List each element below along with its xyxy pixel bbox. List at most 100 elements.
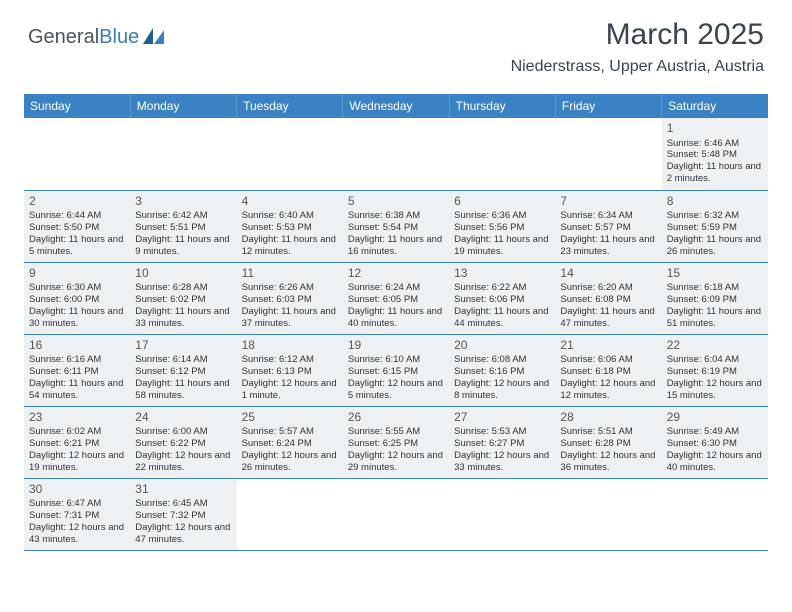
header: GeneralBlue March 2025 Niederstrass, Upp… <box>0 0 792 84</box>
day-info: Sunrise: 6:06 AMSunset: 6:18 PMDaylight:… <box>560 354 656 402</box>
sunrise: Sunrise: 6:46 AM <box>667 138 763 150</box>
calendar-empty <box>449 118 555 190</box>
daylight: Daylight: 11 hours and 5 minutes. <box>29 234 125 258</box>
sunset: Sunset: 6:15 PM <box>348 366 444 378</box>
sunrise: Sunrise: 6:00 AM <box>135 426 231 438</box>
calendar-empty <box>662 478 768 550</box>
calendar-row: 30Sunrise: 6:47 AMSunset: 7:31 PMDayligh… <box>24 478 768 550</box>
day-number: 11 <box>242 266 338 282</box>
day-info: Sunrise: 6:44 AMSunset: 5:50 PMDaylight:… <box>29 210 125 258</box>
day-info: Sunrise: 6:16 AMSunset: 6:11 PMDaylight:… <box>29 354 125 402</box>
sunset: Sunset: 5:54 PM <box>348 222 444 234</box>
daylight: Daylight: 12 hours and 22 minutes. <box>135 450 231 474</box>
sunset: Sunset: 5:48 PM <box>667 149 763 161</box>
calendar-day: 10Sunrise: 6:28 AMSunset: 6:02 PMDayligh… <box>130 262 236 334</box>
calendar-day: 1Sunrise: 6:46 AMSunset: 5:48 PMDaylight… <box>662 118 768 190</box>
month-title: March 2025 <box>511 18 764 52</box>
day-info: Sunrise: 5:51 AMSunset: 6:28 PMDaylight:… <box>560 426 656 474</box>
sunrise: Sunrise: 5:53 AM <box>454 426 550 438</box>
sunset: Sunset: 5:51 PM <box>135 222 231 234</box>
daylight: Daylight: 11 hours and 51 minutes. <box>667 306 763 330</box>
day-info: Sunrise: 6:18 AMSunset: 6:09 PMDaylight:… <box>667 282 763 330</box>
sunset: Sunset: 5:50 PM <box>29 222 125 234</box>
sunset: Sunset: 6:24 PM <box>242 438 338 450</box>
daylight: Daylight: 11 hours and 16 minutes. <box>348 234 444 258</box>
day-info: Sunrise: 6:20 AMSunset: 6:08 PMDaylight:… <box>560 282 656 330</box>
daylight: Daylight: 11 hours and 12 minutes. <box>242 234 338 258</box>
calendar-day: 11Sunrise: 6:26 AMSunset: 6:03 PMDayligh… <box>237 262 343 334</box>
location: Niederstrass, Upper Austria, Austria <box>511 58 764 76</box>
sunset: Sunset: 6:18 PM <box>560 366 656 378</box>
day-info: Sunrise: 6:47 AMSunset: 7:31 PMDaylight:… <box>29 498 125 546</box>
sunrise: Sunrise: 6:04 AM <box>667 354 763 366</box>
daylight: Daylight: 12 hours and 8 minutes. <box>454 378 550 402</box>
sunset: Sunset: 5:56 PM <box>454 222 550 234</box>
daylight: Daylight: 11 hours and 58 minutes. <box>135 378 231 402</box>
calendar-day: 17Sunrise: 6:14 AMSunset: 6:12 PMDayligh… <box>130 334 236 406</box>
calendar-body: 1Sunrise: 6:46 AMSunset: 5:48 PMDaylight… <box>24 118 768 550</box>
sunrise: Sunrise: 6:12 AM <box>242 354 338 366</box>
calendar-day: 2Sunrise: 6:44 AMSunset: 5:50 PMDaylight… <box>24 190 130 262</box>
daylight: Daylight: 12 hours and 12 minutes. <box>560 378 656 402</box>
sunrise: Sunrise: 6:38 AM <box>348 210 444 222</box>
daylight: Daylight: 11 hours and 47 minutes. <box>560 306 656 330</box>
day-info: Sunrise: 6:24 AMSunset: 6:05 PMDaylight:… <box>348 282 444 330</box>
sunset: Sunset: 6:13 PM <box>242 366 338 378</box>
day-info: Sunrise: 6:42 AMSunset: 5:51 PMDaylight:… <box>135 210 231 258</box>
day-info: Sunrise: 6:12 AMSunset: 6:13 PMDaylight:… <box>242 354 338 402</box>
calendar-day: 29Sunrise: 5:49 AMSunset: 6:30 PMDayligh… <box>662 406 768 478</box>
day-info: Sunrise: 6:10 AMSunset: 6:15 PMDaylight:… <box>348 354 444 402</box>
daylight: Daylight: 11 hours and 2 minutes. <box>667 161 763 185</box>
day-number: 27 <box>454 410 550 426</box>
day-number: 30 <box>29 482 125 498</box>
day-info: Sunrise: 5:57 AMSunset: 6:24 PMDaylight:… <box>242 426 338 474</box>
weekday-header: Sunday <box>24 94 130 118</box>
sunset: Sunset: 6:06 PM <box>454 294 550 306</box>
calendar-empty <box>343 118 449 190</box>
daylight: Daylight: 12 hours and 43 minutes. <box>29 522 125 546</box>
day-info: Sunrise: 6:40 AMSunset: 5:53 PMDaylight:… <box>242 210 338 258</box>
day-number: 17 <box>135 338 231 354</box>
daylight: Daylight: 12 hours and 1 minute. <box>242 378 338 402</box>
sunrise: Sunrise: 6:47 AM <box>29 498 125 510</box>
calendar-day: 14Sunrise: 6:20 AMSunset: 6:08 PMDayligh… <box>555 262 661 334</box>
daylight: Daylight: 11 hours and 54 minutes. <box>29 378 125 402</box>
sunset: Sunset: 6:05 PM <box>348 294 444 306</box>
sunrise: Sunrise: 6:10 AM <box>348 354 444 366</box>
day-info: Sunrise: 6:14 AMSunset: 6:12 PMDaylight:… <box>135 354 231 402</box>
sunrise: Sunrise: 5:57 AM <box>242 426 338 438</box>
day-info: Sunrise: 6:26 AMSunset: 6:03 PMDaylight:… <box>242 282 338 330</box>
sunset: Sunset: 6:25 PM <box>348 438 444 450</box>
day-info: Sunrise: 6:30 AMSunset: 6:00 PMDaylight:… <box>29 282 125 330</box>
day-number: 22 <box>667 338 763 354</box>
weekday-header: Wednesday <box>343 94 449 118</box>
calendar-empty <box>449 478 555 550</box>
day-info: Sunrise: 6:46 AMSunset: 5:48 PMDaylight:… <box>667 138 763 186</box>
calendar-day: 22Sunrise: 6:04 AMSunset: 6:19 PMDayligh… <box>662 334 768 406</box>
sunset: Sunset: 6:19 PM <box>667 366 763 378</box>
day-info: Sunrise: 6:45 AMSunset: 7:32 PMDaylight:… <box>135 498 231 546</box>
day-number: 25 <box>242 410 338 426</box>
day-number: 16 <box>29 338 125 354</box>
sunrise: Sunrise: 5:51 AM <box>560 426 656 438</box>
logo-text-left: General <box>28 26 99 48</box>
calendar-day: 21Sunrise: 6:06 AMSunset: 6:18 PMDayligh… <box>555 334 661 406</box>
calendar-day: 26Sunrise: 5:55 AMSunset: 6:25 PMDayligh… <box>343 406 449 478</box>
sunrise: Sunrise: 6:45 AM <box>135 498 231 510</box>
calendar-day: 13Sunrise: 6:22 AMSunset: 6:06 PMDayligh… <box>449 262 555 334</box>
sunrise: Sunrise: 6:30 AM <box>29 282 125 294</box>
sunrise: Sunrise: 6:44 AM <box>29 210 125 222</box>
day-number: 13 <box>454 266 550 282</box>
day-info: Sunrise: 6:02 AMSunset: 6:21 PMDaylight:… <box>29 426 125 474</box>
calendar-day: 23Sunrise: 6:02 AMSunset: 6:21 PMDayligh… <box>24 406 130 478</box>
daylight: Daylight: 11 hours and 33 minutes. <box>135 306 231 330</box>
sunset: Sunset: 6:11 PM <box>29 366 125 378</box>
day-info: Sunrise: 6:28 AMSunset: 6:02 PMDaylight:… <box>135 282 231 330</box>
day-number: 23 <box>29 410 125 426</box>
day-info: Sunrise: 6:34 AMSunset: 5:57 PMDaylight:… <box>560 210 656 258</box>
calendar-empty <box>237 118 343 190</box>
sunset: Sunset: 7:32 PM <box>135 510 231 522</box>
day-number: 31 <box>135 482 231 498</box>
calendar-day: 25Sunrise: 5:57 AMSunset: 6:24 PMDayligh… <box>237 406 343 478</box>
day-number: 24 <box>135 410 231 426</box>
